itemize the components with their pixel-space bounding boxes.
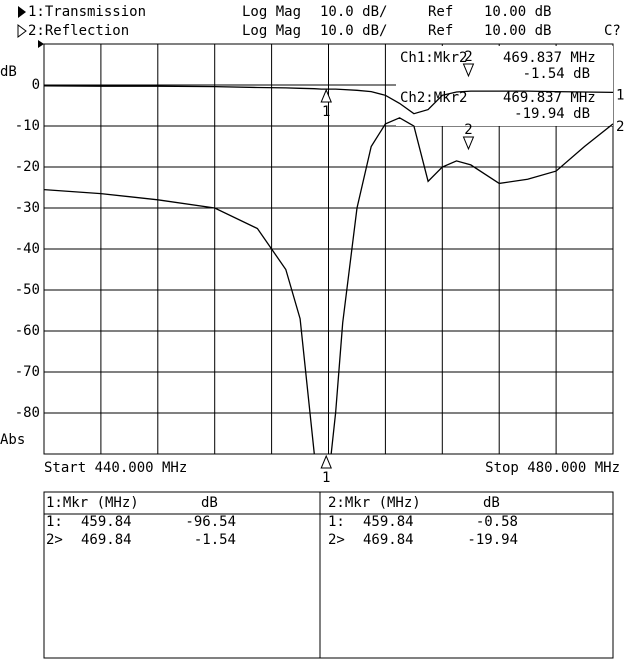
table-cell: 469.84 bbox=[363, 532, 414, 548]
marker-label: 1 bbox=[322, 470, 330, 486]
marker-label: 1 bbox=[322, 104, 330, 120]
trace-name: 1:Transmission bbox=[28, 4, 146, 20]
ref-value: 10.00 dB bbox=[484, 23, 551, 39]
y-tick-label: -80 bbox=[15, 405, 40, 421]
y-tick-label: -40 bbox=[15, 241, 40, 257]
readout-frequency: 469.837 MHz bbox=[503, 50, 596, 66]
ref-value: 10.00 dB bbox=[484, 4, 551, 20]
table-cell: 459.84 bbox=[81, 514, 132, 530]
readout-value: -19.94 dB bbox=[514, 106, 590, 122]
ref-pointer bbox=[38, 40, 44, 48]
trace-name: 2:Reflection bbox=[28, 23, 129, 39]
traces bbox=[44, 85, 613, 454]
y-tick-label: -50 bbox=[15, 282, 40, 298]
trace-end-label: 2 bbox=[616, 119, 624, 135]
trace bbox=[44, 117, 613, 454]
readout-value: -1.54 dB bbox=[523, 66, 590, 82]
marker bbox=[462, 63, 475, 78]
status: C? bbox=[604, 23, 621, 39]
trace-format: Log Mag bbox=[242, 4, 301, 20]
table-cell: 469.84 bbox=[81, 532, 132, 548]
table-cell: 1: bbox=[46, 514, 63, 530]
table-header: dB bbox=[483, 495, 500, 511]
marker-table-frame bbox=[43, 491, 614, 659]
y-tick-label: 0 bbox=[32, 77, 40, 93]
table-header: dB bbox=[201, 495, 218, 511]
marker bbox=[320, 88, 332, 103]
table-header: 1:Mkr (MHz) bbox=[46, 495, 139, 511]
trace-scale: 10.0 dB/ bbox=[320, 23, 387, 39]
y-tick-label: -20 bbox=[15, 159, 40, 175]
ref-label: Ref bbox=[428, 23, 453, 39]
table-cell: 1: bbox=[328, 514, 345, 530]
active-channel-icon bbox=[18, 6, 26, 18]
marker bbox=[320, 454, 332, 469]
y-tick-label: -60 bbox=[15, 323, 40, 339]
table-cell: -19.94 bbox=[467, 532, 518, 548]
marker-label: 2 bbox=[464, 122, 472, 138]
ref-label: Ref bbox=[428, 4, 453, 20]
channel-icon bbox=[17, 24, 27, 38]
marker-label: 2 bbox=[464, 49, 472, 65]
stop-frequency: Stop 480.000 MHz bbox=[485, 460, 620, 476]
table-cell: 459.84 bbox=[363, 514, 414, 530]
trace-end-label: 1 bbox=[616, 87, 624, 103]
table-cell: -1.54 bbox=[194, 532, 236, 548]
table-cell: 2> bbox=[46, 532, 63, 548]
y-tick-label: -30 bbox=[15, 200, 40, 216]
readout-frequency: 469.837 MHz bbox=[503, 90, 596, 106]
trace-scale: 10.0 dB/ bbox=[320, 4, 387, 20]
table-header: 2:Mkr (MHz) bbox=[328, 495, 421, 511]
trace bbox=[44, 85, 613, 115]
y-tick-label: -10 bbox=[15, 118, 40, 134]
trace-format: Log Mag bbox=[242, 23, 301, 39]
y-axis-label: dB bbox=[0, 64, 17, 80]
table-cell: 2> bbox=[328, 532, 345, 548]
y-axis-label-bottom: Abs bbox=[0, 432, 25, 448]
readout-backdrop bbox=[396, 46, 613, 126]
table-cell: -0.58 bbox=[476, 514, 518, 530]
readout-channel: Ch1:Mkr2 bbox=[400, 50, 467, 66]
y-tick-label: -70 bbox=[15, 364, 40, 380]
marker bbox=[462, 136, 475, 151]
start-frequency: Start 440.000 MHz bbox=[44, 460, 187, 476]
table-cell: -96.54 bbox=[185, 514, 236, 530]
